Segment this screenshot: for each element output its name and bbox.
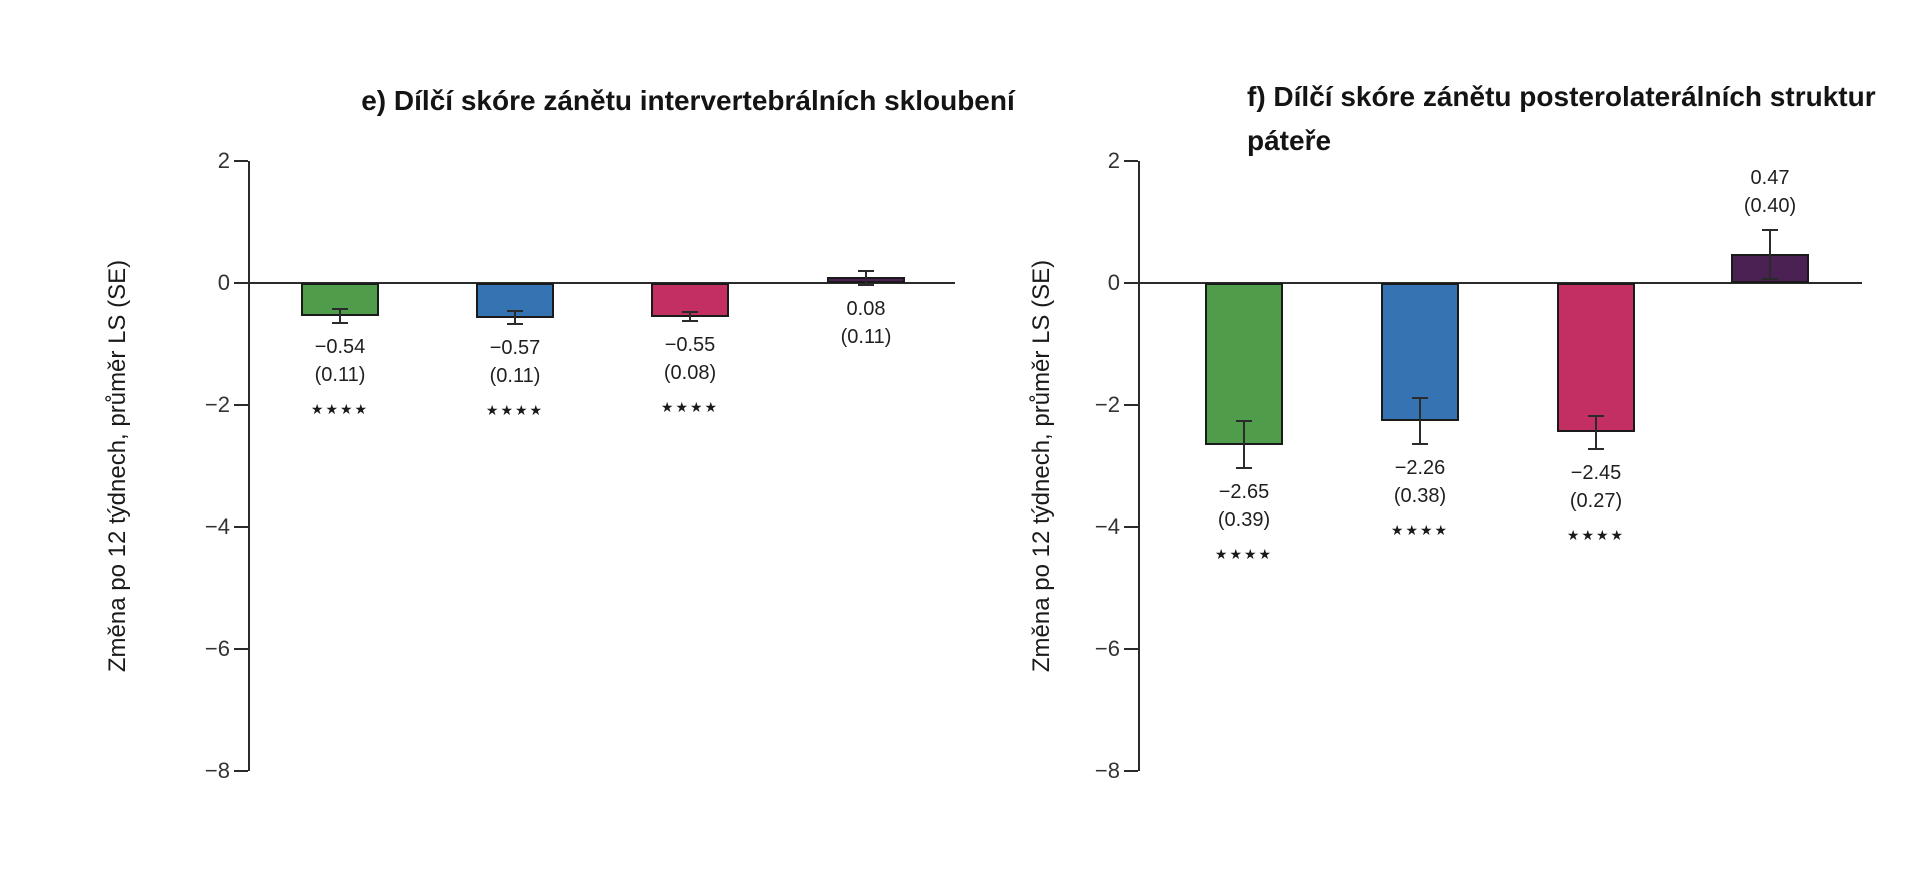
zero-baseline: [248, 282, 955, 284]
error-bar-cap-top: [1762, 229, 1778, 231]
error-bar-cap-bottom: [507, 323, 523, 325]
bar-value-label: −2.45: [1570, 462, 1622, 484]
bar-value-label: 0.47: [1750, 167, 1790, 189]
y-tick-label: −6: [1094, 636, 1120, 661]
y-tick-label: 0: [1107, 270, 1120, 295]
bar-value-label: −2.65: [1218, 481, 1270, 503]
y-tick: [234, 160, 248, 162]
significance-stars: ★★★★: [1390, 522, 1450, 538]
error-bar-cap-bottom: [1236, 467, 1252, 469]
error-bar-cap-bottom: [1412, 443, 1428, 445]
y-tick-label: −6: [204, 636, 230, 661]
bar: [1205, 283, 1283, 445]
significance-stars: ★★★★: [310, 401, 370, 417]
y-tick-label: 2: [217, 148, 230, 173]
error-bar-cap-bottom: [1588, 448, 1604, 450]
error-bar-cap-top: [1412, 397, 1428, 399]
y-tick: [234, 404, 248, 406]
y-tick: [234, 282, 248, 284]
y-tick-label: 2: [1107, 148, 1120, 173]
y-tick: [234, 526, 248, 528]
y-tick-label: −2: [204, 392, 230, 417]
bar-value-label: −0.57: [489, 337, 541, 359]
y-tick: [1124, 282, 1138, 284]
error-bar-cap-top: [682, 311, 698, 313]
bar-se-label: (0.11): [314, 364, 366, 386]
bar-value-label: 0.08: [846, 298, 886, 320]
y-axis-line: [248, 161, 250, 771]
y-tick: [1124, 526, 1138, 528]
y-tick: [1124, 770, 1138, 772]
error-bar-cap-top: [858, 270, 874, 272]
error-bar-cap-top: [332, 308, 348, 310]
error-bar-line: [865, 271, 867, 284]
panel-e-y-axis-label: Změna po 12 týdnech, průměr LS (SE): [104, 259, 131, 673]
error-bar-line: [1769, 230, 1771, 279]
y-tick-label: −8: [204, 758, 230, 783]
y-tick-label: −4: [1094, 514, 1120, 539]
zero-baseline: [1138, 282, 1862, 284]
error-bar-line: [1419, 398, 1421, 444]
significance-stars: ★★★★: [485, 402, 545, 418]
y-tick-label: −8: [1094, 758, 1120, 783]
bar-value-label: −0.54: [314, 336, 366, 358]
error-bar-cap-bottom: [682, 320, 698, 322]
bar-se-label: (0.38): [1393, 485, 1447, 507]
y-tick-label: −4: [204, 514, 230, 539]
panel-e-title: e) Dílčí skóre zánětu intervertebrálních…: [361, 85, 1015, 117]
error-bar-line: [689, 312, 691, 322]
y-tick-label: 0: [217, 270, 230, 295]
error-bar-line: [1595, 416, 1597, 449]
bar-se-label: (0.40): [1743, 195, 1797, 217]
y-axis-line: [1138, 161, 1140, 771]
error-bar-cap-top: [1588, 415, 1604, 417]
error-bar-cap-bottom: [1762, 278, 1778, 280]
bar-value-label: −0.55: [664, 334, 716, 356]
y-tick: [234, 648, 248, 650]
y-tick: [234, 770, 248, 772]
panel-f-title: f) Dílčí skóre zánětu posterolaterálních…: [1247, 81, 1876, 157]
bar-se-label: (0.08): [663, 362, 717, 384]
error-bar-line: [1243, 421, 1245, 469]
significance-stars: ★★★★: [660, 399, 720, 415]
error-bar-line: [514, 311, 516, 324]
bar-se-label: (0.39): [1217, 509, 1271, 531]
y-tick: [1124, 648, 1138, 650]
y-tick: [1124, 404, 1138, 406]
error-bar-cap-top: [507, 310, 523, 312]
bar-se-label: (0.11): [489, 365, 541, 387]
panel-f-y-axis-label: Změna po 12 týdnech, průměr LS (SE): [1028, 259, 1055, 673]
significance-stars: ★★★★: [1214, 546, 1274, 562]
y-tick-label: −2: [1094, 392, 1120, 417]
significance-stars: ★★★★: [1566, 527, 1626, 543]
bar-se-label: (0.11): [840, 326, 892, 348]
error-bar-line: [339, 309, 341, 322]
error-bar-cap-bottom: [858, 284, 874, 286]
y-tick: [1124, 160, 1138, 162]
error-bar-cap-top: [1236, 420, 1252, 422]
error-bar-cap-bottom: [332, 322, 348, 324]
bar: [1557, 283, 1635, 432]
bar-value-label: −2.26: [1394, 457, 1446, 479]
bar-se-label: (0.27): [1569, 490, 1623, 512]
